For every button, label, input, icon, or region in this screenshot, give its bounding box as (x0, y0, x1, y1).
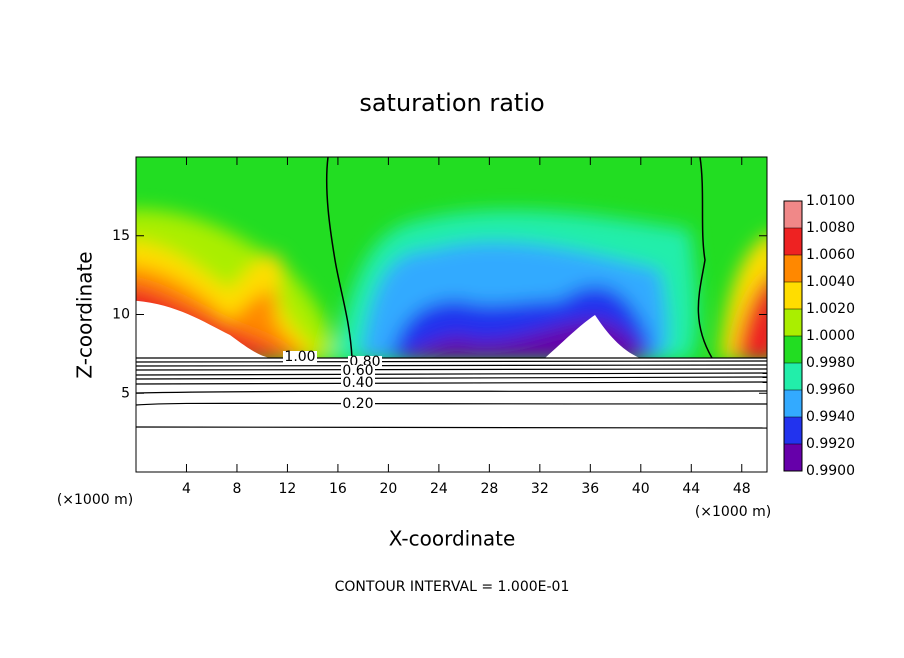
contour-label-bg (341, 398, 375, 410)
colorbar-band (784, 201, 802, 228)
y-tick-label: 5 (121, 385, 130, 401)
x-tick-label: 16 (329, 481, 347, 497)
contour-label: 0.40 (342, 375, 373, 391)
x-unit: (×1000 m) (695, 504, 771, 520)
colorbar-label: 1.0040 (806, 274, 855, 290)
colorbar-band (784, 390, 802, 417)
colorbar-label: 1.0060 (806, 247, 855, 263)
contour-label-bg (341, 377, 375, 389)
colorbar-band (784, 282, 802, 309)
x-tick-label: 8 (232, 481, 241, 497)
colorbar-label: 0.9920 (806, 436, 855, 452)
x-tick-label: 20 (379, 481, 397, 497)
x-axis-label: X-coordinate (389, 527, 516, 551)
colorbar-label: 1.0020 (806, 301, 855, 317)
colorbar-band (784, 336, 802, 363)
colorbar-band (784, 228, 802, 255)
contour-label-bg (283, 351, 317, 363)
colorbar-band (784, 309, 802, 336)
x-tick-label: 48 (733, 481, 751, 497)
colorbar-band (784, 363, 802, 390)
field (136, 157, 767, 472)
colorbar-label: 0.9900 (806, 463, 855, 479)
colorbar-band (784, 255, 802, 282)
x-tick-label: 4 (182, 481, 191, 497)
contour-label: 1.00 (284, 349, 315, 365)
contour-label: 0.60 (342, 363, 373, 379)
chart-title: saturation ratio (359, 89, 544, 117)
colorbar-label: 0.9960 (806, 382, 855, 398)
x-tick-label: 40 (632, 481, 650, 497)
x-unit: (×1000 m) (57, 492, 133, 508)
x-tick-label: 28 (480, 481, 498, 497)
colorbar-band (784, 444, 802, 471)
contour-label: 0.20 (342, 396, 373, 412)
x-tick-label: 32 (531, 481, 549, 497)
y-tick-label: 10 (112, 307, 130, 323)
colorbar-label: 0.9940 (806, 409, 855, 425)
footer: CONTOUR INTERVAL = 1.000E-01 (335, 579, 570, 595)
colorbar-label: 0.9980 (806, 355, 855, 371)
x-tick-label: 44 (682, 481, 700, 497)
contour-label-bg (341, 365, 375, 377)
colorbar-label: 1.0000 (806, 328, 855, 344)
colorbar-label: 1.0080 (806, 220, 855, 236)
y-tick-label: 15 (112, 228, 130, 244)
colorbar-band (784, 417, 802, 444)
x-tick-label: 36 (581, 481, 599, 497)
x-tick-label: 12 (279, 481, 297, 497)
colorbar-label: 1.0100 (806, 193, 855, 209)
x-tick-label: 24 (430, 481, 448, 497)
y-axis-label: Z-coordinate (73, 251, 97, 378)
